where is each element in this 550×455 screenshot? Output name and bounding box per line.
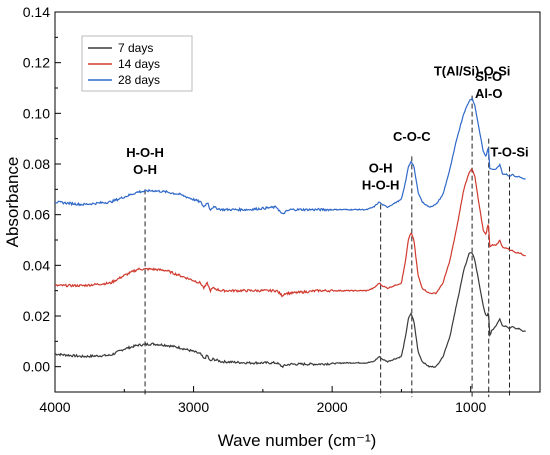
annotation-lines [144, 95, 511, 398]
y-tick-label: 0.14 [23, 4, 50, 20]
y-tick-label: 0.02 [23, 308, 50, 324]
x-tick-label: 4000 [39, 399, 70, 415]
x-tick-label: 3000 [178, 399, 209, 415]
y-tick-label: 0.04 [23, 257, 50, 273]
x-tick-label: 2000 [317, 399, 348, 415]
annotation-label-tal-si: T(Al/Si)-O-Si [434, 63, 511, 78]
legend-label: 14 days [118, 57, 160, 71]
annotation-label-tosi: T-O-Si [490, 144, 528, 159]
annotation-label-oh-hoh: O-H [369, 160, 393, 175]
series-lines [54, 98, 526, 369]
y-tick-label: 0.00 [23, 359, 50, 375]
series-line-28-days [55, 98, 526, 215]
annotation-label-hoh-oh: H-O-H [126, 145, 164, 160]
y-tick-label: 0.08 [23, 156, 50, 172]
annotation-label-coc: C-O-C [393, 129, 431, 144]
series-line-14-days [54, 168, 526, 298]
axes-ticks: 4000 3000 2000 1000 0.00 0.02 0.04 0.06 0.08 0.10… [23, 4, 541, 415]
legend-label: 7 days [118, 41, 153, 55]
series-line-7-days [54, 252, 526, 369]
annotation-label-oh-hoh: H-O-H [362, 177, 400, 192]
legend: 7 days 14 days 28 days [81, 35, 193, 92]
legend-label: 28 days [118, 73, 160, 87]
annotation-label-sio-alo: Si-O [475, 69, 502, 84]
y-axis-title: Absorbance [3, 157, 22, 248]
x-tick-label: 1000 [455, 399, 486, 415]
plot-area [54, 11, 541, 393]
y-tick-label: 0.12 [23, 55, 50, 71]
annotation-label-hoh-oh: O-H [133, 162, 157, 177]
x-axis-title: Wave number (cm⁻¹) [218, 431, 377, 450]
y-tick-label: 0.06 [23, 207, 50, 223]
annotation-label-sio-alo: Al-O [475, 86, 502, 101]
y-tick-label: 0.10 [23, 105, 50, 121]
